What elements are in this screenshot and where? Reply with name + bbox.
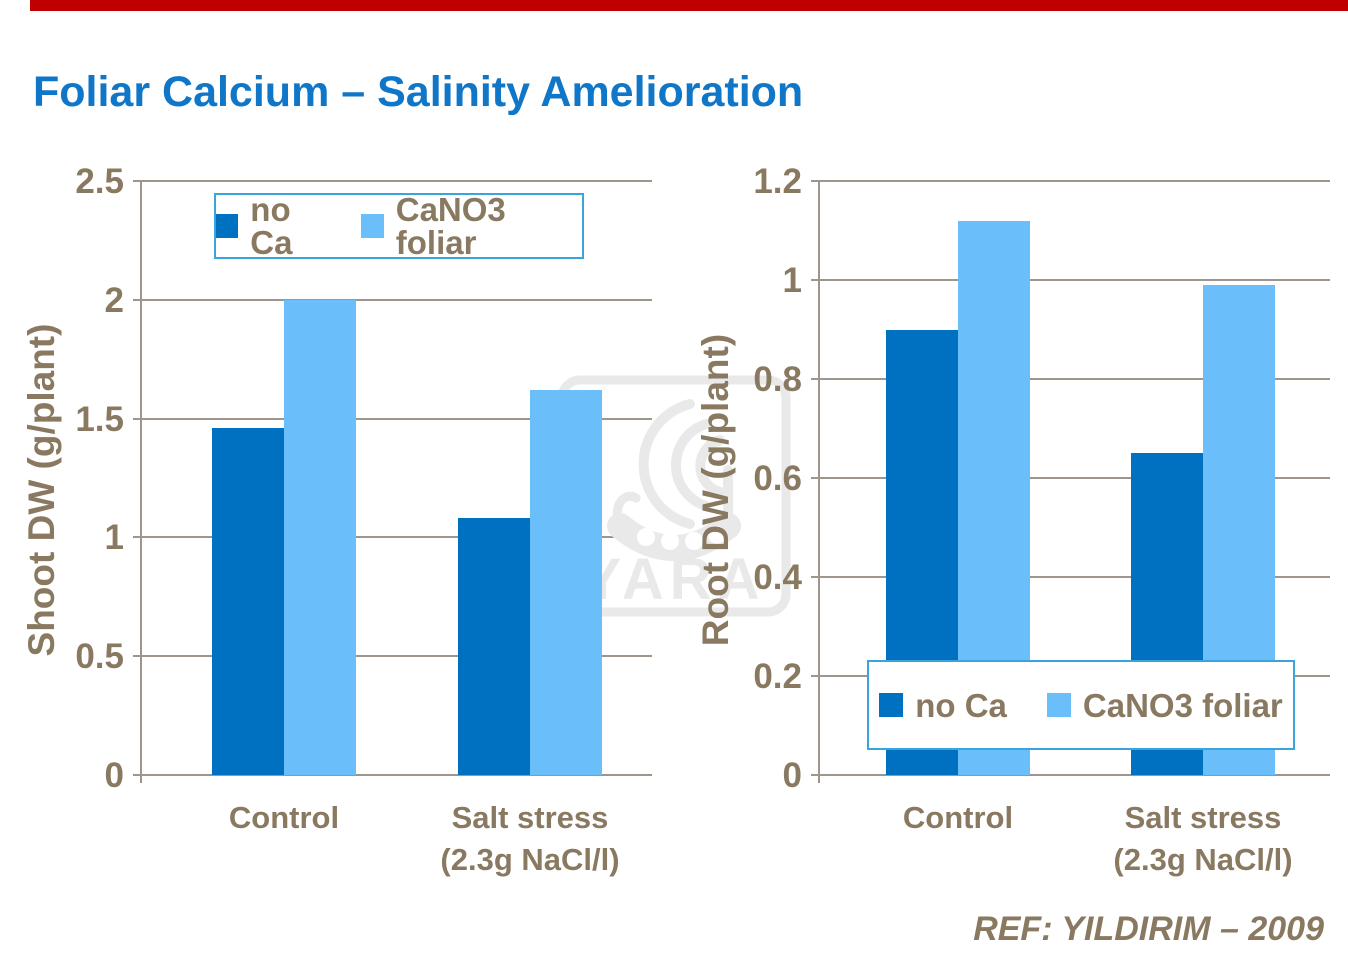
legend-item: CaNO3 foliar: [1046, 686, 1283, 724]
y-tick-label: 0.4: [753, 558, 802, 597]
gridline: [820, 477, 1330, 479]
axis-tick: [133, 417, 142, 420]
legend: no Ca CaNO3 foliar: [867, 660, 1295, 750]
legend-swatch-cano3-foliar: [361, 214, 384, 238]
reference-text: REF: YILDIRIM – 2009: [973, 910, 1324, 948]
legend-label: no Ca: [250, 191, 293, 261]
watermark-text: YARA: [582, 547, 765, 612]
bar-cano3-foliar: [284, 299, 356, 775]
legend-swatch-no-ca: [216, 214, 239, 238]
category-label: Salt stress (2.3g NaCl/l): [440, 800, 620, 877]
axis-tick: [133, 536, 142, 539]
gridline: [820, 180, 1330, 182]
y-tick-label: 2: [104, 280, 124, 320]
y-tick-label: 0.2: [753, 657, 802, 696]
category-label: Control: [228, 800, 340, 835]
legend-label: no Ca: [915, 686, 1007, 724]
category-label: Salt stress (2.3g NaCl/l): [1113, 800, 1293, 877]
bar-cano3-foliar: [530, 390, 602, 775]
legend-item: CaNO3 foliar: [361, 193, 582, 259]
gridline: [820, 576, 1330, 578]
legend-label: CaNO3 foliar: [395, 191, 506, 261]
axis-tick: [133, 774, 142, 776]
gridline: [820, 774, 1330, 776]
y-tick-label: 0.8: [753, 360, 802, 399]
axis-tick: [811, 279, 820, 281]
gridline: [142, 298, 652, 301]
y-axis-line: [818, 181, 820, 783]
axis-tick: [133, 298, 142, 301]
legend: no Ca CaNO3 foliar: [214, 193, 584, 259]
y-tick-label: 2.5: [75, 162, 124, 201]
y-tick-label: 0: [782, 756, 802, 795]
bar-no-ca: [212, 428, 284, 775]
gridline: [142, 180, 652, 182]
axis-tick: [133, 180, 142, 182]
page-title: Foliar Calcium – Salinity Amelioration: [33, 68, 804, 116]
legend-label: CaNO3 foliar: [1082, 686, 1283, 724]
axis-tick: [811, 675, 820, 677]
y-tick-label: 1: [782, 261, 802, 300]
watermark-shields: [637, 526, 726, 550]
legend-swatch-no-ca: [879, 693, 904, 717]
top-accent-bar: [30, 0, 1348, 11]
axis-tick: [811, 774, 820, 776]
legend-swatch-cano3-foliar: [1046, 693, 1071, 717]
gridline: [142, 655, 652, 658]
y-tick-label: 1.2: [753, 162, 802, 201]
gridline: [142, 536, 652, 539]
yara-watermark: YARA: [557, 375, 791, 617]
gridline: [142, 774, 652, 776]
y-axis-line: [140, 181, 142, 783]
y-tick-label: 0.6: [753, 459, 802, 498]
axis-tick: [811, 378, 820, 380]
axis-tick: [811, 477, 820, 479]
legend-item: no Ca: [216, 193, 335, 259]
axis-tick: [811, 180, 820, 182]
y-tick-label: 1.5: [75, 399, 124, 439]
y-tick-label: 1: [104, 518, 124, 558]
category-label: Control: [902, 800, 1014, 835]
gridline: [820, 279, 1330, 281]
axis-tick: [811, 576, 820, 578]
axis-tick: [133, 655, 142, 658]
bar-no-ca: [458, 518, 530, 775]
y-tick-label: 0: [104, 756, 124, 795]
gridline: [820, 378, 1330, 380]
gridline: [142, 417, 652, 420]
y-tick-label: 0.5: [75, 637, 124, 677]
legend-item: no Ca: [879, 689, 1007, 722]
